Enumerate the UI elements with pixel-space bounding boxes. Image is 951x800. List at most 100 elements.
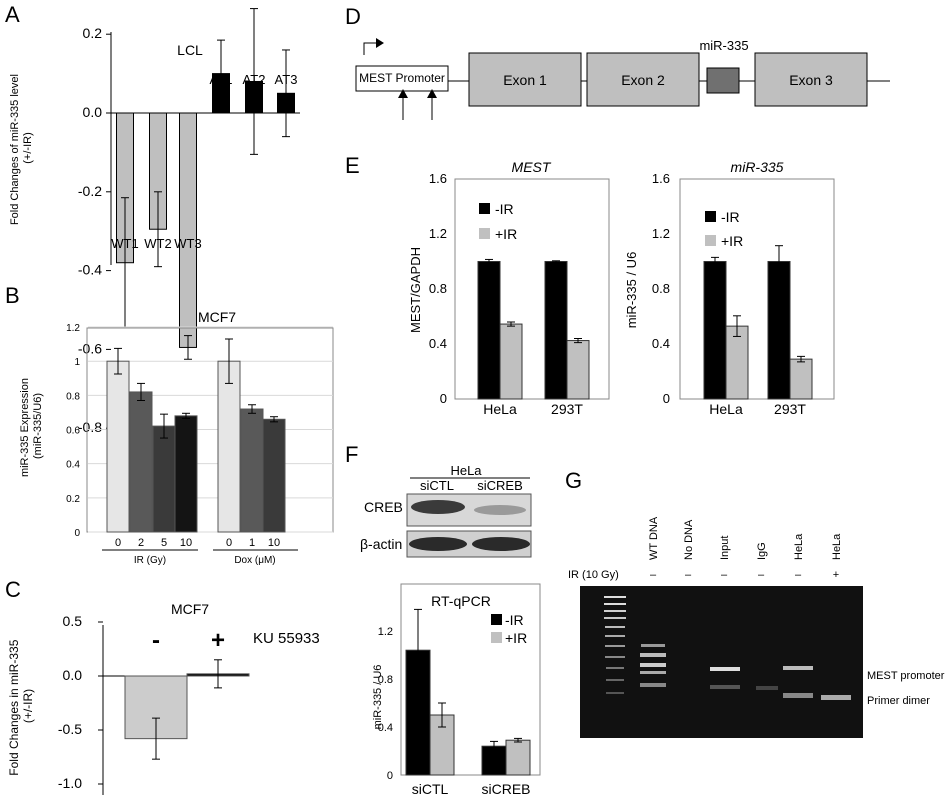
blot-creb-band-sicreb [474, 505, 526, 515]
gel-hela-band [783, 666, 813, 670]
gel-lane-labels: WT DNA No DNA Input IgG HeLa HeLa [648, 516, 843, 560]
y-tick-label: 0 [387, 770, 393, 782]
gel-lane-label: WT DNA [648, 516, 660, 560]
gel-image [580, 586, 863, 738]
chart-b-ylabel-line1: miR-335 Expression [19, 378, 31, 477]
mir-335-box [706, 67, 740, 94]
chart-e-mest-legend-swatch-minus [479, 203, 490, 214]
gel-band-dimer-label: Primer dimer [867, 695, 930, 707]
bar [505, 739, 531, 776]
chart-b-ylabel: miR-335 Expression (miR-335/U6) [19, 375, 44, 477]
mir-335-label: miR-335 [699, 38, 748, 53]
chart-e-mest-title: MEST [512, 159, 552, 175]
category-label: AT1 [210, 72, 233, 87]
chart-c-bars: - + [124, 627, 250, 760]
gel-ir-mark: + [833, 569, 839, 581]
ladder-band [604, 596, 626, 598]
panel-label-c: C [5, 577, 21, 602]
bar [179, 112, 197, 348]
y-tick-label: 0 [74, 528, 80, 539]
chart-f-legend-swatch-plus [491, 632, 502, 643]
ladder-band [605, 635, 625, 637]
blot-actin-band-sictl [409, 537, 467, 551]
category-label: 2 [138, 537, 144, 549]
blot-row-actin-label: β-actin [360, 536, 402, 552]
y-tick-label: 1.2 [429, 226, 447, 241]
y-tick-label: 0.6 [66, 426, 80, 437]
tss-arrow-head-icon [376, 38, 384, 48]
category-label: WT2 [144, 236, 171, 251]
category-label: HeLa [483, 401, 517, 417]
y-tick-label: -0.2 [78, 183, 102, 199]
category-label: WT3 [174, 236, 201, 251]
y-tick-label: 0.2 [66, 494, 80, 505]
chart-e-mest-frame [454, 178, 610, 400]
chart-c: MCF7 Fold Changes in miR-335 (+/-IR) 0.5… [7, 601, 320, 795]
chart-a-ylabel: Fold Changes of miR-335 level (+/-IR) [9, 71, 34, 225]
exon-2-box [586, 52, 700, 107]
chart-a-ylabel-line2: (+/-IR) [22, 132, 34, 163]
gel-ladder [604, 596, 626, 694]
gel-ir-label: IR (10 Gy) [568, 569, 619, 581]
bar [544, 261, 568, 400]
gel-igg-dimer [756, 686, 778, 690]
chart-c-ylabel-line1: Fold Changes in miR-335 [7, 639, 21, 775]
category-label: siCTL [412, 781, 449, 797]
chart-e-mest-legend-minus: -IR [495, 201, 514, 217]
chart-c-ylabel-line2: (+/-IR) [21, 689, 35, 723]
panel-label-d: D [345, 4, 361, 29]
y-tick-label: -0.4 [78, 262, 102, 278]
category-label: siCREB [481, 781, 530, 797]
y-tick-label: 1.6 [429, 171, 447, 186]
gel-hela-ir-dimer [821, 695, 851, 700]
bar [240, 408, 264, 533]
y-tick-label: 0.4 [429, 336, 447, 351]
exon-3-box [754, 52, 868, 107]
chart-a: LCL Fold Changes of miR-335 level (+/-IR… [9, 8, 300, 435]
chart-e-mest-legend-plus: +IR [495, 226, 517, 242]
blot-cell-label: HeLa [450, 463, 482, 478]
panel-label-g: G [565, 468, 582, 493]
blot-actin-band-sicreb [472, 537, 530, 551]
category-label: WT1 [111, 236, 138, 251]
chart-e-mir335-legend-swatch-plus [705, 235, 716, 246]
chart-e-mir335-frame [679, 178, 835, 400]
y-tick-label: 0.2 [83, 25, 103, 41]
bar [174, 415, 198, 533]
bar [477, 261, 501, 400]
bar [129, 391, 153, 533]
ladder-band [606, 692, 624, 694]
y-tick-label: 1 [74, 357, 80, 368]
gel-lane-label: Input [719, 536, 731, 560]
chart-f-title: RT-qPCR [431, 593, 491, 609]
chart-b-ylabel-line2: (miR-335/U6) [32, 393, 44, 459]
chart-f-ylabel: miR-335 / U6 [372, 665, 384, 730]
y-tick-label: 0.4 [66, 460, 80, 471]
gel-lane-label: No DNA [683, 519, 695, 560]
chart-e-mest-bars: HeLa 293T [477, 258, 590, 417]
chart-f-ticks: 1.2 0.8 0.4 0 [378, 626, 393, 782]
blot-creb-band-sictl [411, 500, 465, 514]
chart-a-title: LCL [177, 42, 203, 58]
chart-e-mir335: miR-335 miR-335 / U6 1.6 1.2 0.8 0.4 0 HeLa 2… [624, 159, 835, 417]
category-label: - [152, 627, 160, 654]
ladder-band [605, 626, 625, 628]
bar [499, 323, 523, 400]
gel-input-band [710, 667, 740, 671]
y-tick-label: -0.5 [58, 721, 82, 737]
ladder-band [604, 617, 626, 619]
bar [703, 261, 727, 400]
site-arrow-1-icon [398, 89, 408, 98]
category-label: + [211, 627, 225, 654]
category-label: AT2 [243, 72, 266, 87]
panel-label-e: E [345, 153, 360, 178]
chart-f-legend-plus: +IR [505, 630, 527, 646]
gel-lane-label: HeLa [793, 533, 805, 560]
gel-wt-band [640, 663, 666, 667]
chart-e-mir335-legend-plus: +IR [721, 233, 743, 249]
bar [152, 425, 176, 533]
y-tick-label: 1.2 [652, 226, 670, 241]
category-label: HeLa [709, 401, 743, 417]
gel-ir-mark: – [721, 569, 728, 581]
